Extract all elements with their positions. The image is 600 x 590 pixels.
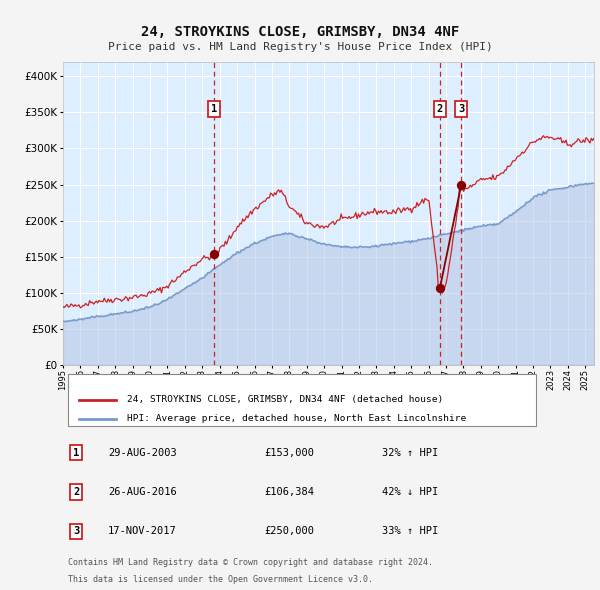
Text: £153,000: £153,000 <box>265 448 315 457</box>
Text: 3: 3 <box>458 104 464 114</box>
Text: 1: 1 <box>211 104 217 114</box>
Text: 17-NOV-2017: 17-NOV-2017 <box>108 526 177 536</box>
Text: 24, STROYKINS CLOSE, GRIMSBY, DN34 4NF: 24, STROYKINS CLOSE, GRIMSBY, DN34 4NF <box>141 25 459 40</box>
Text: £106,384: £106,384 <box>265 487 315 497</box>
Text: 3: 3 <box>73 526 79 536</box>
Text: £250,000: £250,000 <box>265 526 315 536</box>
Point <box>457 180 466 189</box>
Text: 29-AUG-2003: 29-AUG-2003 <box>108 448 177 457</box>
Text: This data is licensed under the Open Government Licence v3.0.: This data is licensed under the Open Gov… <box>68 575 373 584</box>
Text: 42% ↓ HPI: 42% ↓ HPI <box>382 487 438 497</box>
Text: 32% ↑ HPI: 32% ↑ HPI <box>382 448 438 457</box>
Text: 2: 2 <box>437 104 443 114</box>
Text: Contains HM Land Registry data © Crown copyright and database right 2024.: Contains HM Land Registry data © Crown c… <box>68 558 433 566</box>
Text: HPI: Average price, detached house, North East Lincolnshire: HPI: Average price, detached house, Nort… <box>127 414 466 423</box>
Text: Price paid vs. HM Land Registry's House Price Index (HPI): Price paid vs. HM Land Registry's House … <box>107 42 493 52</box>
Text: 26-AUG-2016: 26-AUG-2016 <box>108 487 177 497</box>
Point <box>209 250 218 259</box>
FancyBboxPatch shape <box>68 373 536 426</box>
Text: 2: 2 <box>73 487 79 497</box>
Text: 24, STROYKINS CLOSE, GRIMSBY, DN34 4NF (detached house): 24, STROYKINS CLOSE, GRIMSBY, DN34 4NF (… <box>127 395 443 404</box>
Point <box>435 283 445 293</box>
Text: 1: 1 <box>73 448 79 457</box>
Text: 33% ↑ HPI: 33% ↑ HPI <box>382 526 438 536</box>
